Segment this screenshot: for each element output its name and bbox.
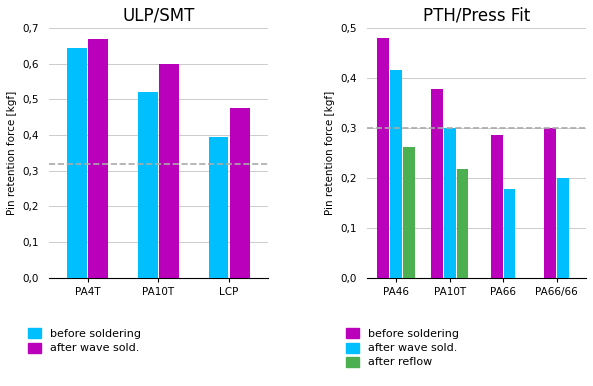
Bar [159,64,179,278]
Bar [557,178,569,278]
Title: ULP/SMT: ULP/SMT [122,7,195,25]
Bar [503,189,515,278]
Bar [544,128,556,278]
Bar [230,108,250,278]
Bar [209,137,228,278]
Bar [67,47,87,278]
Title: PTH/Press Fit: PTH/Press Fit [423,7,530,25]
Bar [403,147,415,278]
Bar [138,92,158,278]
Bar [377,38,389,278]
Bar [457,169,468,278]
Bar [444,128,455,278]
Bar [491,135,503,278]
Bar [431,89,443,278]
Bar [390,70,402,278]
Y-axis label: Pin retention force [kgf]: Pin retention force [kgf] [325,91,335,215]
Bar [88,39,108,278]
Y-axis label: Pin retention force [kgf]: Pin retention force [kgf] [7,91,17,215]
Legend: before soldering, after wave sold.: before soldering, after wave sold. [28,328,141,353]
Legend: before soldering, after wave sold., after reflow: before soldering, after wave sold., afte… [346,328,459,367]
